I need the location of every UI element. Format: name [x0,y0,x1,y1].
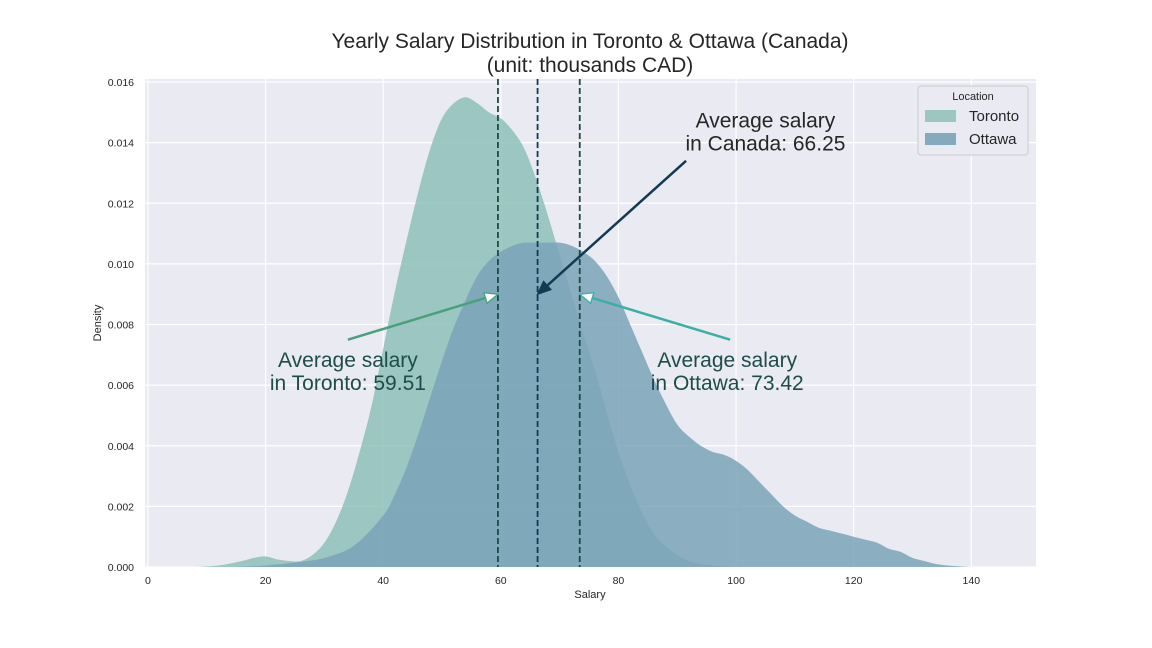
y-tick-label-6: 0.012 [108,198,134,210]
y-tick-label-8: 0.016 [108,77,134,89]
x-tick-label-7: 140 [963,575,981,587]
canada-annotation-arrow-head [536,280,553,296]
y-tick-label-4: 0.008 [108,320,134,332]
x-axis-label: Salary [574,589,606,601]
x-tick-label-6: 120 [845,575,863,587]
y-tick-label-0: 0.000 [108,562,134,574]
chart-title-line1: Yearly Salary Distribution in Toronto & … [331,30,848,53]
toronto-annotation-arrow-shaft [347,296,486,341]
chart-title-line2: (unit: thousands CAD) [487,54,694,77]
legend-label-ottawa: Ottawa [969,131,1017,148]
legend: Location Toronto Ottawa [917,85,1029,156]
density-areas [194,97,972,567]
toronto-annotation-arrow-head [482,291,500,305]
legend-swatch-ottawa [925,133,956,145]
y-tick-label-5: 0.010 [108,259,134,271]
y-axis-ticks: 0.000 0.002 0.004 0.006 0.008 0.010 0.012 0.014… [108,77,134,574]
ottawa-annotation-arrow-head [578,291,595,305]
ottawa-annotation-text-1: in Ottawa: 73.42 [651,372,804,395]
ottawa-annotation-arrow-shaft [591,296,731,341]
density-area-ottawa [236,242,972,567]
y-tick-label-1: 0.002 [108,501,134,513]
x-tick-label-5: 100 [727,575,745,587]
mean-lines [497,79,581,567]
y-tick-label-3: 0.006 [108,380,134,392]
x-tick-label-0: 0 [145,575,151,587]
x-tick-label-3: 60 [495,575,507,587]
ottawa-annotation-text-0: Average salary [657,349,797,372]
legend-label-toronto: Toronto [969,108,1019,125]
toronto-annotation-text-1: in Toronto: 59.51 [270,372,426,395]
x-tick-label-4: 80 [613,575,625,587]
y-tick-label-7: 0.014 [108,138,134,150]
y-tick-label-2: 0.004 [108,441,134,453]
x-axis-ticks: 0 20 40 60 80 100 120 140 [145,575,980,587]
y-axis-label: Density [92,304,104,341]
canada-annotation-text-0: Average salary [696,109,836,132]
legend-swatch-toronto [925,110,956,122]
x-tick-label-1: 20 [260,575,272,587]
toronto-annotation-text-0: Average salary [278,349,418,372]
x-tick-label-2: 40 [377,575,389,587]
canada-annotation-arrow-shaft [546,159,687,287]
canada-annotation-text-1: in Canada: 66.25 [685,132,845,155]
legend-title: Location [952,91,994,103]
